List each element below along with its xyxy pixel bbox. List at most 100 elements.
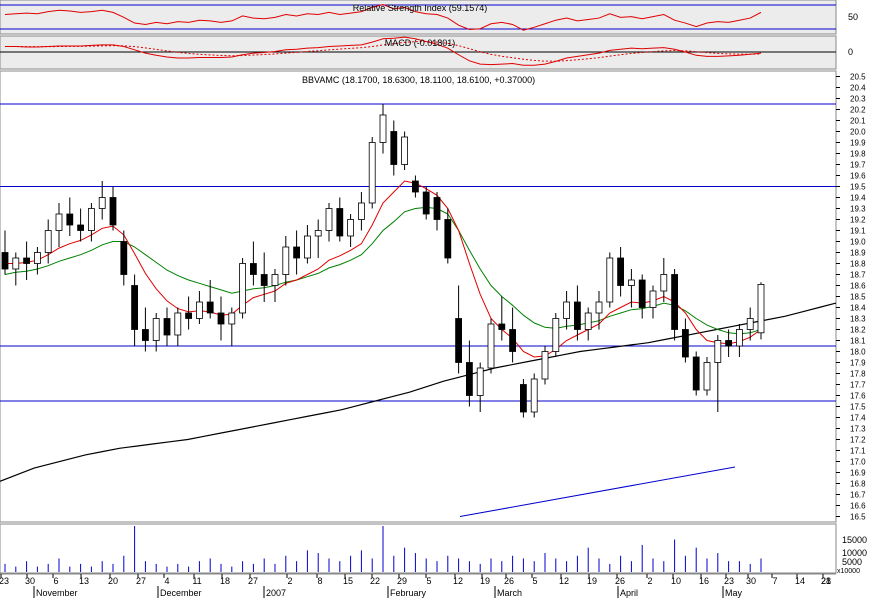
candle xyxy=(692,351,700,396)
candle-body-down xyxy=(433,197,441,220)
candle xyxy=(455,285,463,374)
x-month-label: December xyxy=(160,588,202,598)
candle-body-down xyxy=(692,356,700,391)
candle xyxy=(552,313,560,357)
volume-panel: 15000 10000 5000 x10000 xyxy=(0,523,867,575)
candle-body-up xyxy=(195,301,203,319)
candle xyxy=(152,313,160,352)
candle-body-down xyxy=(520,384,527,413)
candle-body-down xyxy=(66,213,74,226)
candle-body-down xyxy=(390,131,398,165)
candle-body-down xyxy=(509,329,517,352)
candle-body-down xyxy=(422,191,430,215)
candle xyxy=(131,274,139,346)
candle-body-up xyxy=(55,213,63,231)
price-y-tick-label: 18.8 xyxy=(850,260,866,269)
candle-body-up xyxy=(660,274,668,292)
price-y-tick-label: 16.5 xyxy=(850,513,866,522)
price-y-tick-label: 19.4 xyxy=(850,194,866,203)
candle xyxy=(1,230,9,275)
price-y-tick-label: 17.3 xyxy=(850,425,866,434)
candle xyxy=(714,335,722,412)
candle xyxy=(34,247,41,275)
price-y-tick-label: 17.9 xyxy=(850,359,866,368)
candle-body-down xyxy=(206,301,214,314)
candle xyxy=(498,296,506,341)
price-y-tick-label: 17.1 xyxy=(850,447,866,456)
price-y-tick-label: 18.2 xyxy=(850,326,866,335)
volume-unit-label: x10000 xyxy=(837,568,860,575)
candle-body-down xyxy=(260,274,268,286)
candle-body-up xyxy=(487,323,495,369)
candle-body-up xyxy=(228,312,236,325)
price-y-tick-label: 20.1 xyxy=(850,117,866,126)
candle-body-up xyxy=(552,318,560,352)
candle-body-up xyxy=(368,142,376,204)
candle-body-up xyxy=(239,263,247,314)
candle-body-up xyxy=(530,378,538,413)
candle xyxy=(44,219,52,264)
candle xyxy=(260,252,268,302)
x-day-label: 4 xyxy=(164,576,169,586)
candle xyxy=(487,318,495,374)
price-y-tick-label: 19.9 xyxy=(850,139,866,148)
candle xyxy=(120,230,128,286)
rsi-panel-background xyxy=(0,0,837,35)
price-y-tick-label: 20.2 xyxy=(850,106,866,115)
candle xyxy=(379,104,387,154)
candle-body-down xyxy=(638,279,646,308)
ema-short-line xyxy=(5,180,762,358)
candle-body-up xyxy=(12,257,20,270)
candle-body-up xyxy=(401,136,409,165)
candle-body-up xyxy=(174,312,182,336)
candle-body-up xyxy=(606,257,614,303)
price-y-tick-label: 18.3 xyxy=(850,315,866,324)
candle-body-up xyxy=(357,202,365,220)
ema-long-line xyxy=(4,206,762,335)
price-y-tick-label: 18.5 xyxy=(850,293,866,302)
price-y-tick-label: 18.6 xyxy=(850,282,866,291)
candle-body-down xyxy=(77,224,84,231)
candle xyxy=(757,282,765,340)
price-y-tick-label: 17.5 xyxy=(850,403,866,412)
candle-body-up xyxy=(541,351,549,380)
x-day-label: 2 xyxy=(647,576,652,586)
candle xyxy=(736,324,743,357)
candle xyxy=(433,192,441,231)
candle xyxy=(584,307,592,341)
x-day-label: 23 xyxy=(0,576,9,586)
macd-axis-tick: 0 xyxy=(848,47,853,57)
x-day-labels: 23 30 6 13 20 27 4 11 18 27 2 8 15 22 29 5 12 19 26 5 12 19 26… xyxy=(0,574,831,586)
x-day-label: 20 xyxy=(108,576,118,586)
x-day-label: 26 xyxy=(615,576,625,586)
candle-body-up xyxy=(314,230,322,237)
candle-body-up xyxy=(703,362,711,391)
candle-body-down xyxy=(465,362,473,396)
price-y-tick-label: 18.4 xyxy=(850,304,866,313)
candle-body-down xyxy=(249,263,257,275)
candle xyxy=(574,285,581,341)
volume-tick-5000: 5000 xyxy=(842,557,862,567)
candle-body-up xyxy=(379,114,387,143)
price-panel: 16.5 16.6 16.7 16.8 16.9 17.0 17.1 17.2 17.3 17.4… xyxy=(0,70,866,523)
x-day-label: 8 xyxy=(317,576,322,586)
candle xyxy=(98,181,106,220)
candle-body-down xyxy=(336,208,344,237)
x-day-label: 15 xyxy=(343,576,353,586)
candle-body-down xyxy=(617,257,624,286)
candle xyxy=(649,285,657,319)
candle-body-down xyxy=(217,312,225,325)
candle xyxy=(325,203,333,242)
candle-body-down xyxy=(1,252,9,270)
x-day-label: 23 xyxy=(724,576,734,586)
candle xyxy=(660,258,668,302)
price-y-tick-label: 17.4 xyxy=(850,414,866,423)
x-day-label: 22 xyxy=(370,576,380,586)
candle-body-down xyxy=(574,301,581,330)
rsi-axis-tick: 50 xyxy=(848,12,858,22)
candle-body-up xyxy=(584,312,592,330)
candle xyxy=(368,137,376,209)
price-y-tick-label: 20.5 xyxy=(850,73,866,82)
volume-tick-10000: 10000 xyxy=(842,548,867,558)
